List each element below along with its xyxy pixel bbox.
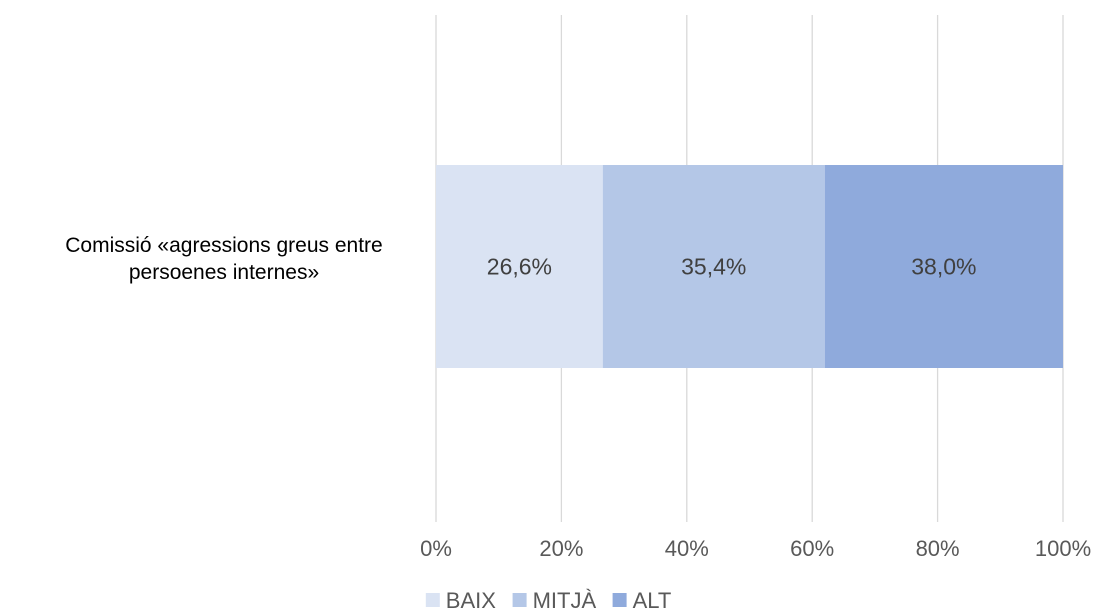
data-label-alt: 38,0% xyxy=(911,254,976,280)
legend-swatch xyxy=(512,593,527,607)
x-tick-label: 20% xyxy=(539,536,583,561)
legend-item-mitjà: MITJÀ xyxy=(512,588,597,613)
legend-swatch xyxy=(612,593,627,607)
x-tick-label: 100% xyxy=(1035,536,1091,561)
legend-item-alt: ALT xyxy=(612,588,672,613)
data-labels: 26,6% 35,4% 38,0% xyxy=(487,254,977,280)
x-tick-label: 80% xyxy=(916,536,960,561)
category-label-line: persoenes internes» xyxy=(129,261,319,284)
bar-segment-baix xyxy=(436,165,603,368)
x-tick-label: 40% xyxy=(665,536,709,561)
category-labels: Comissió «agressions greus entre persoene… xyxy=(65,234,382,284)
category-label-line: Comissió «agressions greus entre xyxy=(65,234,382,257)
bar-segment-alt xyxy=(824,165,1063,368)
x-tick-label: 60% xyxy=(790,536,834,561)
legend-label: BAIX xyxy=(446,588,496,613)
x-axis-tick-labels: 0% 20% 40% 60% 80% 100% xyxy=(420,536,1091,561)
bar-segments xyxy=(436,165,1063,368)
legend-label: MITJÀ xyxy=(533,588,597,613)
legend: BAIX MITJÀ ALT xyxy=(425,588,672,613)
legend-swatch xyxy=(425,593,440,607)
legend-label: ALT xyxy=(633,588,672,613)
bar-segment-mitjà xyxy=(602,165,825,368)
data-label-mitjà: 35,4% xyxy=(681,254,746,280)
x-tick-label: 0% xyxy=(420,536,452,561)
data-label-baix: 26,6% xyxy=(487,254,552,280)
legend-item-baix: BAIX xyxy=(425,588,496,613)
